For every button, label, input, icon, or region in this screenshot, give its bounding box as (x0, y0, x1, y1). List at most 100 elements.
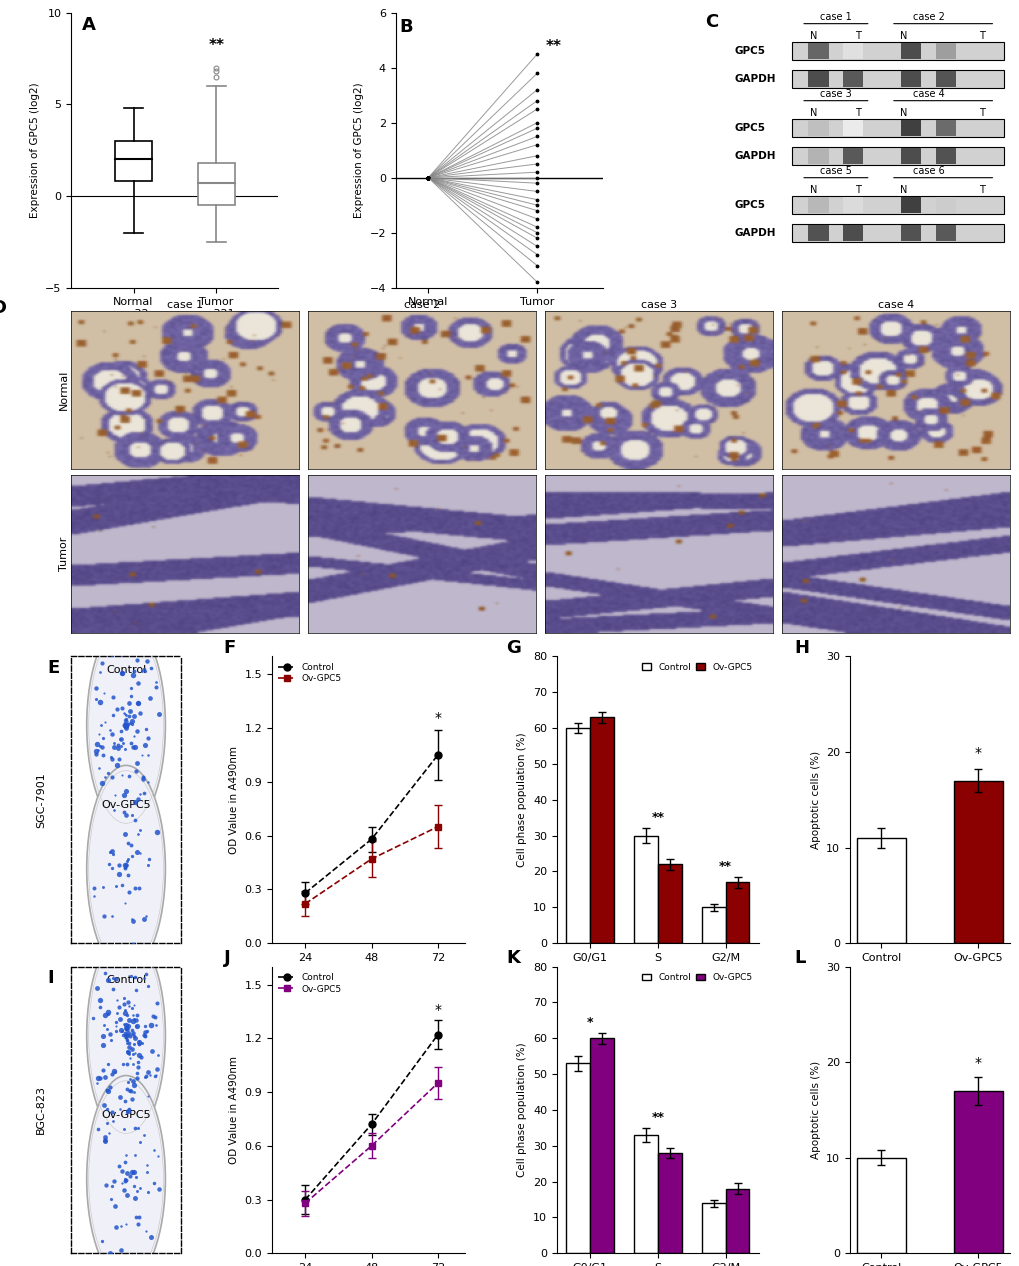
Bar (843, 148, 863, 163)
Text: N: N (810, 185, 817, 195)
Bar (953, 781, 1002, 943)
Text: **: ** (650, 812, 663, 824)
Bar (935, 197, 955, 213)
Text: L: L (794, 950, 805, 967)
Bar (900, 197, 920, 213)
Text: B: B (398, 18, 413, 37)
Bar (634, 1136, 657, 1253)
Legend: Control, Ov-GPC5: Control, Ov-GPC5 (640, 661, 753, 674)
Bar (935, 224, 955, 241)
Bar (843, 120, 863, 137)
Text: case 5: case 5 (819, 166, 851, 176)
Bar (792, 147, 1003, 165)
Bar (657, 865, 681, 943)
Title: case 1: case 1 (167, 300, 203, 310)
Bar (808, 71, 827, 87)
Bar (792, 196, 1003, 214)
Text: T: T (854, 185, 860, 195)
Bar (935, 43, 955, 60)
Bar (953, 1091, 1002, 1253)
Text: D: D (0, 299, 7, 316)
Legend: Control, Ov-GPC5: Control, Ov-GPC5 (276, 661, 343, 685)
Title: case 3: case 3 (640, 300, 677, 310)
Text: GPC5: GPC5 (734, 200, 764, 210)
Text: J: J (223, 950, 230, 967)
Bar (701, 1203, 725, 1253)
Text: N: N (900, 108, 907, 118)
Text: Ov-GPC5: Ov-GPC5 (101, 1110, 151, 1120)
Bar (792, 119, 1003, 137)
Bar (808, 43, 827, 60)
Bar (900, 71, 920, 87)
Y-axis label: Cell phase population (%): Cell phase population (%) (517, 733, 527, 867)
Bar (566, 728, 589, 943)
Text: T: T (978, 108, 984, 118)
Bar (900, 224, 920, 241)
Text: n=26: n=26 (413, 313, 443, 323)
Text: *: * (586, 1015, 592, 1029)
Bar (843, 43, 863, 60)
Bar (701, 908, 725, 943)
Text: H: H (794, 639, 808, 657)
Text: BGC-823: BGC-823 (36, 1085, 46, 1134)
Text: N: N (810, 30, 817, 41)
Bar (792, 70, 1003, 87)
Bar (808, 224, 827, 241)
Y-axis label: Cell phase population (%): Cell phase population (%) (517, 1043, 527, 1177)
Text: case 6: case 6 (912, 166, 944, 176)
Circle shape (87, 766, 165, 972)
Text: N: N (810, 108, 817, 118)
Circle shape (87, 1076, 165, 1266)
Text: GAPDH: GAPDH (734, 73, 775, 84)
Bar (843, 197, 863, 213)
Y-axis label: Expression of GPC5 (log2): Expression of GPC5 (log2) (30, 82, 40, 218)
Text: I: I (47, 970, 54, 987)
Text: *: * (434, 1003, 441, 1017)
Y-axis label: Apoptotic cells (%): Apoptotic cells (%) (810, 1061, 820, 1158)
Text: T: T (978, 185, 984, 195)
Text: Ov-GPC5: Ov-GPC5 (101, 800, 151, 810)
Text: N: N (900, 185, 907, 195)
Text: GPC5: GPC5 (734, 46, 764, 56)
Text: Control: Control (106, 665, 146, 675)
Bar (725, 1189, 749, 1253)
Text: A: A (83, 16, 96, 34)
Bar (792, 224, 1003, 242)
Text: N: N (900, 30, 907, 41)
Y-axis label: Expression of GPC5 (log2): Expression of GPC5 (log2) (354, 82, 364, 218)
Y-axis label: Tumor: Tumor (58, 537, 68, 571)
Text: G: G (505, 639, 521, 657)
Legend: Control, Ov-GPC5: Control, Ov-GPC5 (640, 971, 753, 984)
Bar (900, 120, 920, 137)
Text: *: * (434, 710, 441, 724)
Text: E: E (47, 660, 59, 677)
Bar (566, 1063, 589, 1253)
Legend: Control, Ov-GPC5: Control, Ov-GPC5 (276, 971, 343, 995)
Bar (843, 71, 863, 87)
Text: **: ** (650, 1110, 663, 1124)
Text: T: T (854, 30, 860, 41)
Y-axis label: Normal: Normal (58, 370, 68, 410)
Bar (808, 197, 827, 213)
Text: **: ** (718, 860, 732, 872)
Text: case 3: case 3 (819, 90, 851, 99)
Text: GAPDH: GAPDH (734, 228, 775, 238)
Bar (935, 120, 955, 137)
Text: F: F (223, 639, 235, 657)
Bar (808, 120, 827, 137)
Text: case 4: case 4 (912, 90, 944, 99)
Bar (634, 836, 657, 943)
Text: K: K (505, 950, 520, 967)
Y-axis label: OD Value in A490nm: OD Value in A490nm (229, 1056, 238, 1163)
Text: T: T (854, 108, 860, 118)
Bar (589, 718, 613, 943)
Bar (589, 1038, 613, 1253)
Text: **: ** (545, 39, 561, 54)
Bar (198, 163, 234, 205)
Bar (657, 1153, 681, 1253)
Bar (856, 1157, 905, 1253)
Text: *: * (974, 1056, 981, 1070)
Bar (792, 42, 1003, 60)
Text: C: C (705, 13, 718, 30)
Text: T: T (978, 30, 984, 41)
